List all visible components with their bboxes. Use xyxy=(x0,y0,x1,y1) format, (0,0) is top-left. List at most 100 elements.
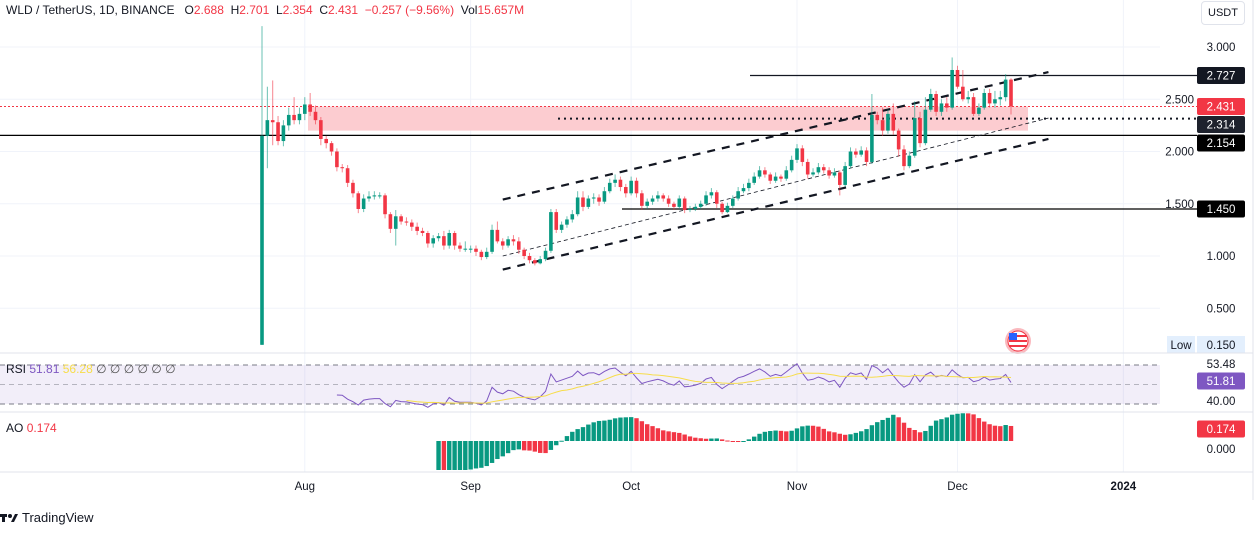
candle xyxy=(463,241,468,252)
candle-body xyxy=(816,167,821,173)
candle-body xyxy=(939,103,944,112)
ao-bar xyxy=(543,441,548,454)
candle-body xyxy=(324,138,328,144)
rsi-ma-value: 56.28 xyxy=(62,362,93,376)
price-tick-label: 2.500 xyxy=(1165,94,1194,106)
candle xyxy=(431,235,435,248)
candle-body xyxy=(591,197,596,199)
candle xyxy=(656,191,660,202)
indicator-axis-label: 53.48 xyxy=(1207,359,1236,371)
candle-body xyxy=(602,191,607,202)
candle-body xyxy=(795,148,799,160)
candle-body xyxy=(383,195,387,215)
candle xyxy=(308,92,312,116)
candle-body xyxy=(270,120,275,123)
candle-body xyxy=(741,188,746,192)
ao-badge-text: 0.174 xyxy=(1207,424,1236,436)
candle xyxy=(682,196,687,214)
candle xyxy=(773,172,778,183)
open-label: O xyxy=(184,3,194,17)
ao-label: AO xyxy=(6,421,24,435)
candle-body xyxy=(468,248,473,250)
candle xyxy=(816,162,821,175)
ao-bar xyxy=(837,433,842,441)
candle-body xyxy=(805,161,810,175)
ao-bar xyxy=(960,413,966,441)
ao-bar xyxy=(548,441,554,450)
ao-bar xyxy=(789,430,794,441)
ao-bar xyxy=(661,430,666,441)
ao-bar xyxy=(714,438,719,441)
candle xyxy=(704,191,708,206)
currency-button[interactable]: USDT xyxy=(1201,1,1245,25)
candle-body xyxy=(404,221,409,223)
candle xyxy=(747,178,751,192)
candle xyxy=(313,105,318,125)
ao-bar xyxy=(709,438,714,441)
candle xyxy=(982,88,987,110)
candle-body xyxy=(581,197,585,207)
time-tick-label: Oct xyxy=(622,481,641,493)
candle xyxy=(484,247,489,260)
candle-body xyxy=(372,195,377,197)
high-value: 2.701 xyxy=(239,3,270,17)
resistance-badge: 2.727 xyxy=(1197,67,1245,85)
candle-body xyxy=(950,69,954,108)
tradingview-logo[interactable]: TradingView xyxy=(0,510,94,525)
candlestick-series xyxy=(260,26,1013,345)
ao-bar xyxy=(628,417,634,441)
candle xyxy=(367,191,371,202)
candle-body xyxy=(426,233,430,244)
candle-body xyxy=(463,248,468,250)
price-axis[interactable]: 3.000 2.500 2.000 1.500 1.000 0.500 53.48 40.00… xyxy=(1165,42,1235,456)
rsi-na-3: ∅ xyxy=(123,362,135,376)
candle xyxy=(500,238,505,250)
ao-bar xyxy=(596,420,602,441)
candle-body xyxy=(645,201,649,206)
ao-bar xyxy=(826,431,832,441)
candle-body xyxy=(340,167,345,169)
candle xyxy=(415,222,419,236)
candle xyxy=(393,210,398,246)
us-flag-icon[interactable] xyxy=(1005,328,1031,354)
candle xyxy=(474,245,478,256)
volume-label: Vol xyxy=(460,3,478,17)
time-axis[interactable]: Aug Sep Oct Nov Dec 2024 xyxy=(295,481,1137,493)
candle xyxy=(404,217,409,226)
symbol-title[interactable]: WLD / TetherUS, 1D, BINANCE xyxy=(6,3,175,17)
candle-body xyxy=(682,198,687,211)
candle xyxy=(720,201,724,215)
candle-body xyxy=(265,120,270,136)
candle xyxy=(977,103,981,116)
dotted-level-badge-text: 2.314 xyxy=(1207,120,1236,132)
candle xyxy=(581,191,585,212)
ao-legend[interactable]: AO 0.174 xyxy=(6,421,57,435)
candle-body xyxy=(934,94,938,112)
ao-bar xyxy=(917,432,923,441)
candle-body xyxy=(618,179,623,188)
candle xyxy=(848,147,853,169)
candle-body xyxy=(666,198,671,204)
ao-bar xyxy=(447,441,452,470)
ascending-channel xyxy=(502,71,1049,271)
rsi-legend[interactable]: RSI 51.81 56.28 ∅ ∅ ∅ ∅ ∅ ∅ xyxy=(6,362,176,376)
ao-bar xyxy=(505,441,511,454)
candle-body xyxy=(281,125,286,142)
candle xyxy=(811,168,815,177)
candle xyxy=(736,187,740,201)
ao-bar xyxy=(591,422,596,441)
dotted-level-badge-bg xyxy=(1197,116,1245,133)
candle-body xyxy=(319,120,323,139)
candle xyxy=(383,193,387,219)
candle xyxy=(286,107,291,131)
candle-body xyxy=(800,148,805,162)
ao-bar xyxy=(859,431,864,441)
ao-bar xyxy=(784,431,789,441)
ao-bar xyxy=(602,420,607,441)
rsi-label: RSI xyxy=(6,362,27,376)
candle-body xyxy=(827,170,831,176)
candle-body xyxy=(474,248,478,252)
time-tick-label: 2024 xyxy=(1111,481,1137,493)
candle-body xyxy=(848,151,853,167)
